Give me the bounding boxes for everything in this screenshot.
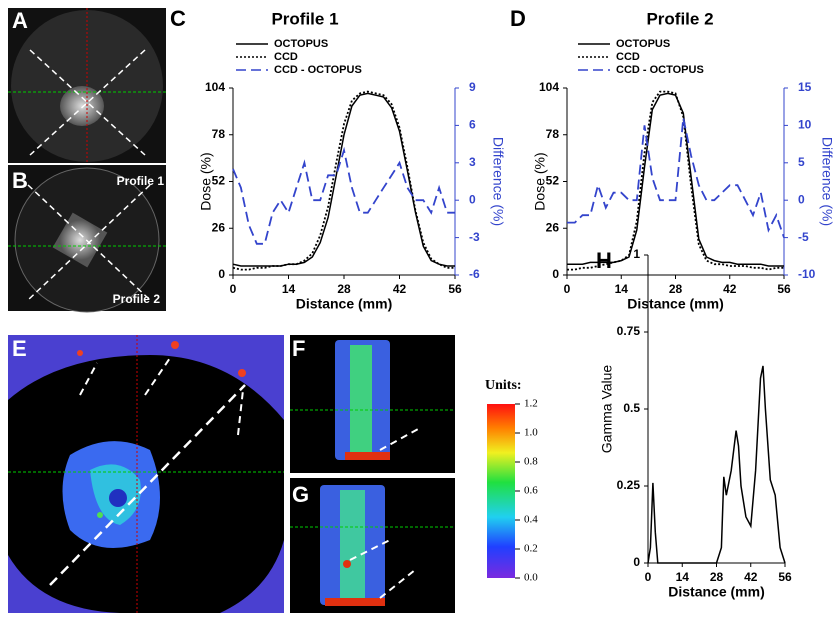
y2-tick-label: 5 — [798, 155, 805, 169]
panel-label: A — [12, 8, 28, 33]
y2-tick-label: 0 — [469, 192, 476, 206]
y2-tick-label: -6 — [469, 267, 480, 281]
colorbar-tick-label: 0.8 — [524, 456, 538, 468]
y-tick-label: 26 — [546, 220, 560, 234]
y-tick-label: 26 — [212, 220, 226, 234]
y-tick-label: 0.25 — [617, 478, 641, 492]
x-tick-label: 56 — [777, 282, 791, 296]
legend-label: CCD — [274, 51, 298, 63]
image-g — [290, 478, 455, 613]
panel-label: F — [292, 336, 305, 361]
x-tick-label: 42 — [723, 282, 737, 296]
y2-tick-label: 6 — [469, 118, 476, 132]
legend-label: CCD - OCTOPUS — [274, 64, 362, 76]
x-tick-label: 28 — [710, 570, 724, 584]
x-tick-label: 42 — [393, 282, 407, 296]
y-tick-label: 0.75 — [617, 324, 641, 338]
y2-tick-label: 0 — [798, 192, 805, 206]
x-tick-label: 56 — [448, 282, 462, 296]
y2-tick-label: -5 — [798, 230, 809, 244]
x-tick-label: 14 — [615, 282, 629, 296]
x-axis-label: Distance (mm) — [627, 296, 723, 312]
image-e — [8, 335, 284, 613]
y2-tick-label: -10 — [798, 267, 816, 281]
x-tick-label: 14 — [282, 282, 296, 296]
y-tick-label: 0.5 — [623, 401, 640, 415]
series-line — [567, 117, 785, 238]
legend-label: CCD — [616, 51, 640, 63]
y2-tick-label: 3 — [469, 155, 476, 169]
x-tick-label: 56 — [778, 570, 792, 584]
x-tick-label: 14 — [676, 570, 690, 584]
y-tick-label: 104 — [205, 80, 225, 94]
y2-tick-label: -3 — [469, 230, 480, 244]
y-axis-label: Gamma Value — [599, 365, 615, 454]
colorbar-tick-label: 0.0 — [524, 572, 538, 584]
colorbar-tick-label: 0.6 — [524, 485, 538, 497]
x-tick-label: 0 — [230, 282, 237, 296]
series-line — [232, 90, 455, 271]
y2-axis-label: Difference (%) — [490, 137, 506, 226]
colorbar — [487, 404, 515, 578]
y2-axis-label: Difference (%) — [819, 137, 834, 226]
x-tick-label: 28 — [669, 282, 683, 296]
y-tick-label: 78 — [212, 127, 226, 141]
y2-tick-label: 9 — [469, 80, 476, 94]
image-b — [8, 165, 166, 313]
panel-label: G — [292, 482, 309, 507]
image-a — [8, 8, 166, 163]
y-tick-label: 0 — [633, 555, 640, 569]
x-tick-label: 28 — [337, 282, 351, 296]
x-tick-label: 0 — [645, 570, 652, 584]
y-tick-label: 52 — [546, 174, 560, 188]
panel-label: H — [596, 248, 612, 273]
series-line — [567, 90, 784, 271]
legend-label: OCTOPUS — [274, 38, 328, 50]
y-tick-label: 0 — [552, 267, 559, 281]
panel-label: E — [12, 336, 27, 361]
image-label: Profile 1 — [117, 174, 165, 188]
panel-label: D — [510, 6, 526, 31]
chart-title: Profile 2 — [646, 9, 713, 28]
y-tick-label: 0 — [218, 267, 225, 281]
y2-tick-label: 10 — [798, 118, 812, 132]
panel-label: B — [12, 168, 28, 193]
x-tick-label: 0 — [564, 282, 571, 296]
colorbar-tick-label: 1.2 — [524, 398, 538, 410]
chart-title: Profile 1 — [271, 9, 338, 28]
legend-label: CCD - OCTOPUS — [616, 64, 704, 76]
colorbar-tick-label: 0.4 — [524, 514, 538, 526]
x-tick-label: 42 — [744, 570, 758, 584]
x-axis-label: Distance (mm) — [668, 584, 764, 600]
y-tick-label: 1 — [633, 247, 640, 261]
colorbar-tick-label: 1.0 — [524, 427, 538, 439]
series-line — [647, 365, 786, 564]
series-line — [232, 146, 455, 245]
y-tick-label: 78 — [546, 127, 560, 141]
colorbar-title: Units: — [485, 378, 522, 393]
x-axis-label: Distance (mm) — [296, 296, 392, 312]
y-tick-label: 52 — [212, 174, 226, 188]
series-line — [567, 92, 784, 267]
colorbar-tick-label: 0.2 — [524, 543, 538, 555]
image-label: Profile 2 — [113, 292, 161, 306]
legend-label: OCTOPUS — [616, 38, 670, 50]
image-f — [290, 335, 455, 473]
y-axis-label: Dose (%) — [198, 152, 214, 210]
panel-label: C — [170, 6, 186, 31]
y-axis-label: Dose (%) — [532, 152, 548, 210]
y-tick-label: 104 — [539, 80, 559, 94]
y2-tick-label: 15 — [798, 80, 812, 94]
